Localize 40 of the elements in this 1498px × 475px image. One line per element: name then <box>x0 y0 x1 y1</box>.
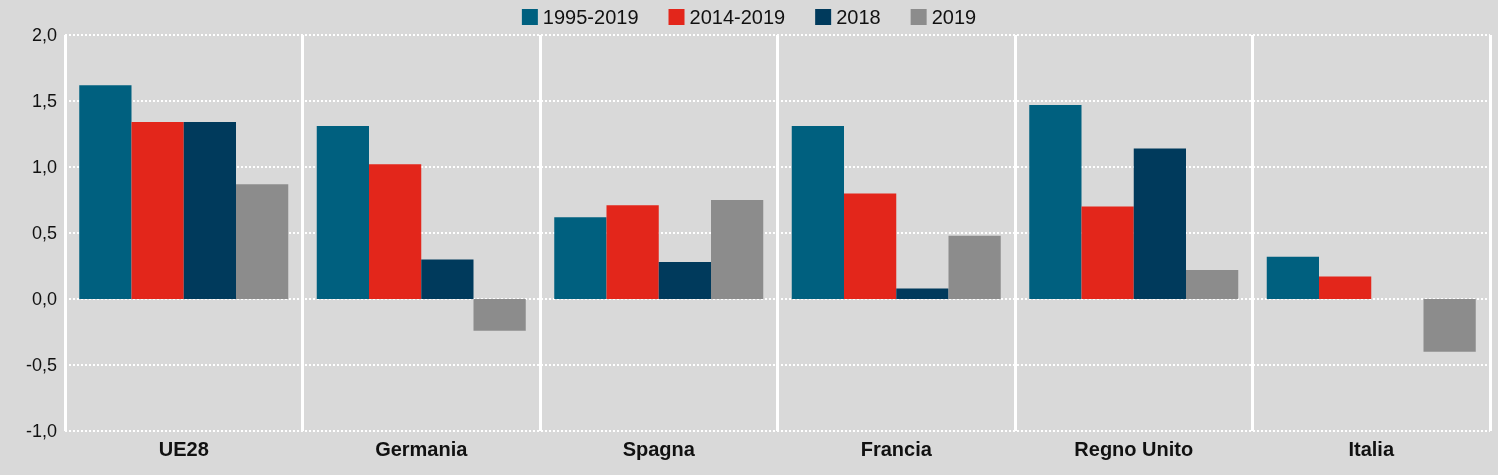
y-tick-label: 2,0 <box>31 25 57 45</box>
bar <box>79 85 132 299</box>
bar <box>658 262 711 299</box>
legend-label: 1995-2019 <box>542 6 639 28</box>
bar <box>473 299 526 331</box>
bar <box>1423 299 1476 352</box>
bar <box>421 259 474 299</box>
bar <box>948 235 1001 299</box>
bar <box>844 193 897 299</box>
y-tick-label: 1,5 <box>31 91 57 111</box>
y-tick-label: -0,5 <box>25 355 57 375</box>
bar <box>554 217 607 299</box>
bar <box>183 122 236 299</box>
y-tick-label: 0,5 <box>31 223 57 243</box>
bar <box>316 126 369 299</box>
legend-label: 2019 <box>931 6 977 28</box>
x-tick-label: UE28 <box>158 438 209 460</box>
bar <box>711 200 764 299</box>
bar <box>131 122 184 299</box>
bar <box>1081 206 1134 299</box>
bar <box>369 164 422 299</box>
y-tick-label: -1,0 <box>25 421 57 441</box>
bar <box>1133 148 1186 299</box>
bar <box>236 184 289 299</box>
x-tick-label: Germania <box>375 438 469 460</box>
bar <box>1186 269 1239 299</box>
x-tick-label: Francia <box>860 438 933 460</box>
x-tick-label: Regno Unito <box>1074 438 1194 460</box>
bar <box>606 205 659 299</box>
x-tick-label: Spagna <box>622 438 696 460</box>
bar <box>791 126 844 299</box>
y-tick-label: 0,0 <box>31 289 57 309</box>
legend-label: 2018 <box>836 6 881 28</box>
y-tick-label: 1,0 <box>31 157 57 177</box>
x-tick-label: Italia <box>1348 438 1395 460</box>
bar <box>1319 276 1372 299</box>
bar <box>1266 256 1319 299</box>
bar <box>1029 104 1082 299</box>
legend-label: 2014-2019 <box>689 6 786 28</box>
bar <box>896 288 949 299</box>
